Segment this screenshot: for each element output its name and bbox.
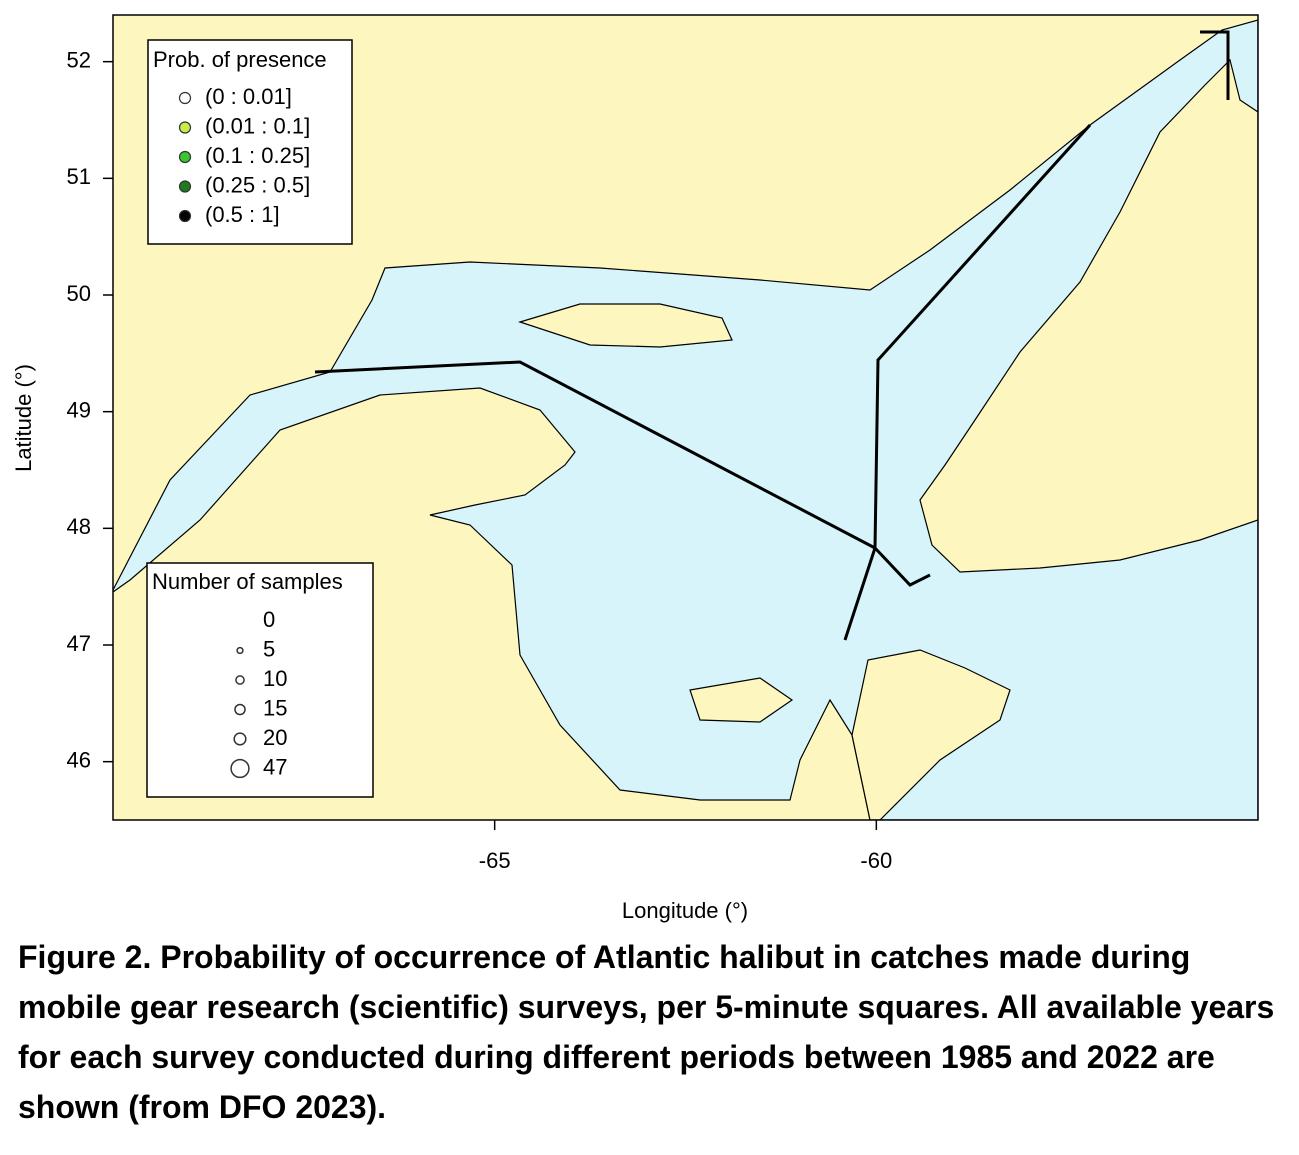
y-axis-label: Latitude (°) xyxy=(11,364,36,472)
legend-swatch xyxy=(178,209,192,223)
y-tick-label: 50 xyxy=(67,281,91,306)
size-swatch xyxy=(235,675,245,685)
x-tick-label: -65 xyxy=(479,848,511,873)
size-swatch xyxy=(236,646,244,655)
plot-frame xyxy=(112,14,1259,821)
legend-title: Number of samples xyxy=(152,569,343,594)
legend-swatch xyxy=(178,150,192,164)
legend-swatch xyxy=(178,91,192,105)
size-label: 20 xyxy=(263,725,287,750)
size-swatch xyxy=(233,732,247,746)
size-label: 5 xyxy=(263,636,275,661)
newfoundland xyxy=(919,58,1258,573)
legend-swatch xyxy=(178,121,192,134)
y-tick-label: 47 xyxy=(67,631,91,656)
y-tick-label: 52 xyxy=(67,47,91,72)
map-figure: Longitude (°) Latitude (°) Prob. of pres… xyxy=(11,14,1259,923)
x-tick-label: -60 xyxy=(860,848,892,873)
prince-edward-island xyxy=(689,677,794,723)
boundary-line xyxy=(1200,30,1230,100)
legend-label: (0 : 0.01] xyxy=(205,84,292,109)
boundary-line xyxy=(314,360,876,550)
legend-box xyxy=(146,562,374,798)
legend-label: (0.1 : 0.25] xyxy=(205,143,310,168)
boundary-line xyxy=(843,547,877,641)
water xyxy=(113,19,1258,820)
size-swatch xyxy=(230,758,250,779)
y-tick-label: 51 xyxy=(67,164,91,189)
y-tick-label: 46 xyxy=(67,747,91,772)
size-label: 0 xyxy=(263,607,275,632)
legend-label: (0.01 : 0.1] xyxy=(205,113,310,138)
presence-legend: Prob. of presence (0 : 0.01] (0.01 : 0.1]… xyxy=(147,39,353,245)
legend-box xyxy=(147,39,353,245)
boundary-line xyxy=(873,546,931,587)
size-label: 15 xyxy=(263,695,287,720)
nova-scotia xyxy=(851,649,1011,820)
x-axis-label: Longitude (°) xyxy=(622,898,748,923)
samples-legend: Number of samples 0 5 10 15 20 47 xyxy=(146,562,374,798)
legend-swatch xyxy=(178,180,192,193)
size-swatch xyxy=(234,703,246,716)
legend-label: (0.5 : 1] xyxy=(205,202,280,227)
y-tick-label: 48 xyxy=(67,514,91,539)
figure-caption: Figure 2. Probability of occurrence of A… xyxy=(18,939,1275,1125)
boundary-line xyxy=(873,123,1092,549)
legend-label: (0.25 : 0.5] xyxy=(205,172,310,197)
anticosti-island xyxy=(517,303,733,348)
size-label: 10 xyxy=(263,666,287,691)
size-label: 47 xyxy=(263,754,287,779)
legend-title: Prob. of presence xyxy=(153,47,327,72)
y-tick-label: 49 xyxy=(67,397,91,422)
region-boundaries xyxy=(314,30,1230,641)
